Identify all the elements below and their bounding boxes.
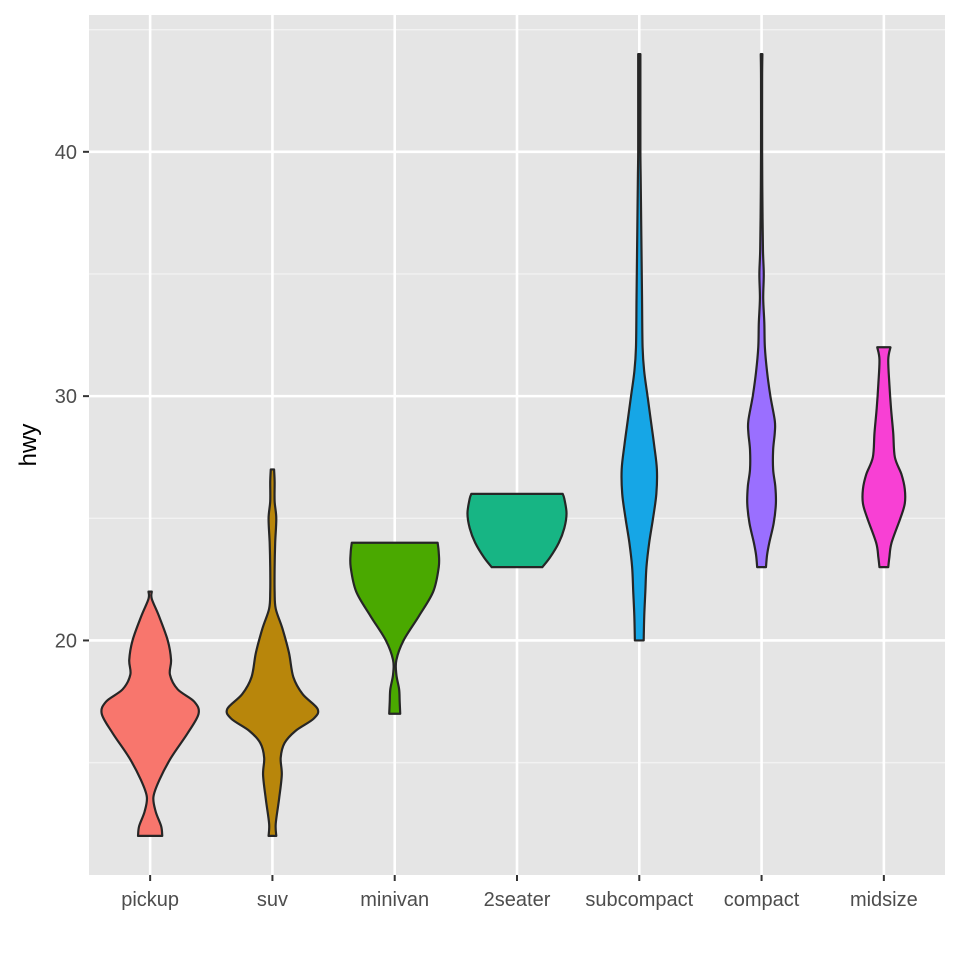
- x-tick-label: 2seater: [484, 889, 551, 911]
- violin-minivan: [349, 541, 441, 715]
- y-tick-label: 40: [55, 142, 77, 164]
- y-tick-label: 30: [55, 386, 77, 408]
- x-tick-label: subcompact: [585, 889, 693, 911]
- x-tick-label: minivan: [360, 889, 429, 911]
- x-axis: pickup suv minivan 2seater subcompact compact…: [121, 875, 918, 911]
- violin-subcompact: [620, 52, 659, 642]
- x-tick-label: compact: [724, 889, 800, 911]
- y-tick-label: 20: [55, 630, 77, 652]
- x-tick-label: pickup: [121, 889, 179, 911]
- x-tick-label: midsize: [850, 889, 918, 911]
- violin-compact: [746, 52, 778, 569]
- violin-suv: [225, 468, 320, 838]
- y-axis: 20 30 40: [55, 142, 89, 652]
- y-axis-title: hwy: [15, 424, 42, 467]
- violin-midsize: [861, 346, 907, 569]
- violins: [100, 52, 907, 838]
- violin-pickup: [100, 590, 200, 838]
- x-tick-label: suv: [257, 889, 288, 911]
- violin-2seater: [466, 492, 568, 569]
